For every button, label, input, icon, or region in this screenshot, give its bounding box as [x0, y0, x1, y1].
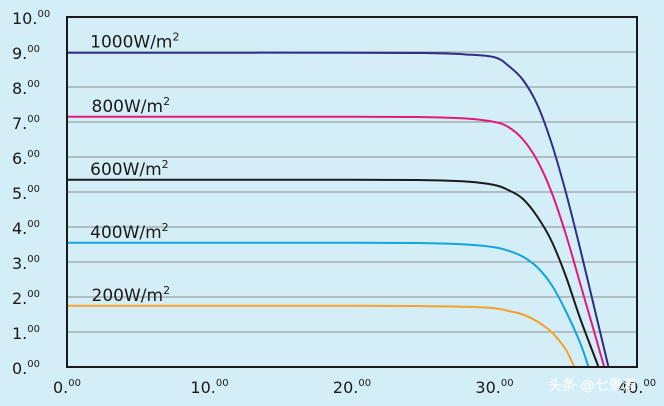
series-group [66, 51, 610, 368]
y-tick-label: 10.00 [12, 9, 50, 28]
x-tick-label: 40.00 [618, 378, 656, 397]
y-tick-label: 0.00 [12, 359, 40, 378]
series-label: 400W/m2 [90, 221, 169, 243]
x-tick-label: 10.00 [190, 378, 228, 397]
x-tick-label: 0.00 [53, 378, 81, 397]
y-tick-label: 3.00 [12, 254, 40, 273]
x-axis-tick-labels: 0.00 10.00 20.00 30.00 40.00 [53, 378, 656, 397]
x-tick-label: 30.00 [475, 378, 513, 397]
y-tick-label: 2.00 [12, 289, 40, 308]
x-tick-label: 20.00 [333, 378, 371, 397]
y-tick-label: 6.00 [12, 149, 40, 168]
y-tick-label: 5.00 [12, 184, 40, 203]
y-tick-label: 7.00 [12, 114, 40, 133]
y-axis-tick-labels: 0.00 1.00 2.00 3.00 4.00 5.00 6.00 7.00 8.00 9.00… [12, 9, 50, 378]
watermark: 头条 @七景源 [548, 377, 636, 394]
series-label: 600W/m2 [90, 158, 169, 180]
y-tick-label: 8.00 [12, 79, 40, 98]
series-line [66, 304, 576, 368]
y-tick-label: 4.00 [12, 219, 40, 238]
series-label: 200W/m2 [92, 284, 171, 306]
series-label: 1000W/m2 [90, 30, 179, 52]
series-line [66, 241, 590, 368]
series-labels: 1000W/m2 800W/m2 600W/m2 400W/m2 200W/m2 [90, 30, 179, 306]
series-label: 800W/m2 [92, 95, 171, 117]
series-line [66, 115, 606, 368]
plot-frame [66, 16, 638, 368]
y-tick-label: 1.00 [12, 324, 40, 343]
series-line [67, 51, 610, 368]
y-tick-label: 9.00 [12, 44, 40, 63]
series-line [66, 178, 600, 368]
